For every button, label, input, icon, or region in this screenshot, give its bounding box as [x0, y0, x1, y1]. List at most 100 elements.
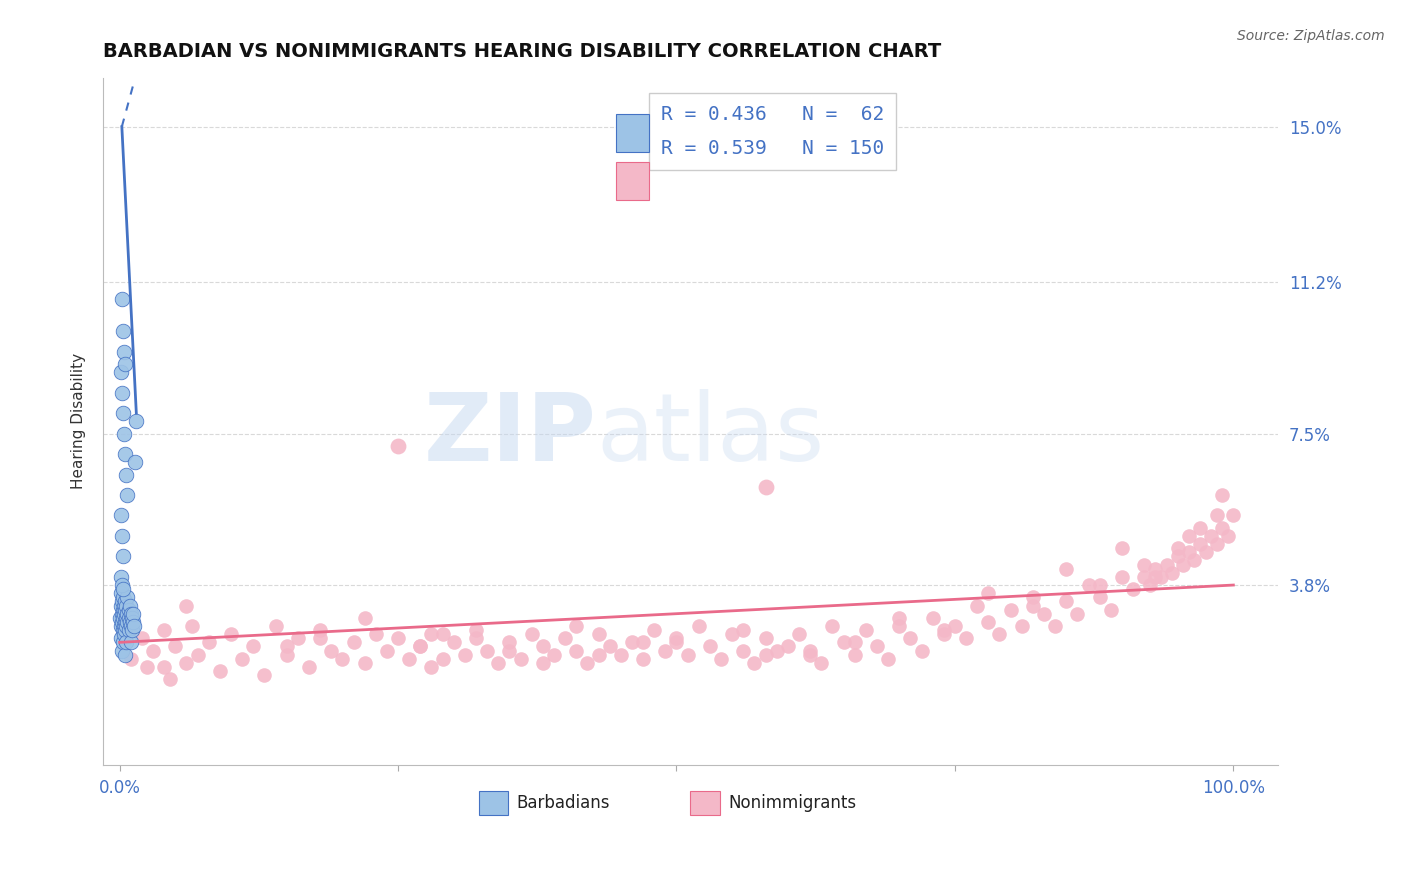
- Point: [110, 508, 132, 523]
- Point: [112, 344, 135, 359]
- Point: [755, 480, 778, 494]
- Point: [810, 656, 832, 670]
- Point: [122, 619, 145, 633]
- Point: [110, 570, 132, 584]
- Point: [111, 611, 134, 625]
- Point: [588, 627, 610, 641]
- Point: [124, 455, 146, 469]
- Point: [108, 611, 131, 625]
- Point: [111, 594, 134, 608]
- Point: [111, 529, 134, 543]
- Point: [565, 619, 588, 633]
- Point: [176, 656, 198, 670]
- Point: [432, 651, 454, 665]
- Text: atlas: atlas: [596, 389, 825, 481]
- Point: [111, 549, 134, 564]
- Point: [531, 656, 554, 670]
- Point: [111, 615, 134, 629]
- Point: [821, 619, 844, 633]
- Point: [1144, 570, 1167, 584]
- Point: [1173, 558, 1195, 572]
- Point: [1211, 521, 1233, 535]
- Point: [1156, 558, 1178, 572]
- Point: [1111, 541, 1133, 556]
- Point: [117, 623, 139, 637]
- Point: [120, 619, 142, 633]
- Point: [115, 599, 138, 613]
- Point: [110, 599, 132, 613]
- Point: [733, 623, 755, 637]
- Point: [112, 607, 135, 621]
- Point: [877, 651, 900, 665]
- Point: [125, 414, 148, 428]
- Point: [832, 635, 855, 649]
- Point: [387, 439, 409, 453]
- Point: [110, 586, 132, 600]
- Point: [620, 635, 643, 649]
- Point: [787, 627, 810, 641]
- Point: [543, 648, 565, 662]
- Text: ZIP: ZIP: [423, 389, 596, 481]
- Point: [1178, 545, 1201, 559]
- Bar: [479, 790, 509, 814]
- Point: [114, 447, 136, 461]
- Point: [131, 632, 153, 646]
- Point: [1122, 582, 1144, 596]
- Point: [486, 656, 509, 670]
- Point: [111, 635, 134, 649]
- Point: [110, 365, 132, 379]
- Point: [1205, 508, 1227, 523]
- Bar: [616, 114, 650, 152]
- Point: [117, 602, 139, 616]
- Point: [112, 599, 135, 613]
- Point: [475, 643, 498, 657]
- Point: [111, 582, 134, 596]
- Point: [900, 632, 922, 646]
- Point: [353, 611, 375, 625]
- Point: [665, 632, 688, 646]
- Point: [142, 643, 165, 657]
- Point: [111, 292, 134, 306]
- Point: [1194, 545, 1216, 559]
- Point: [710, 651, 733, 665]
- Point: [1205, 537, 1227, 551]
- Point: [110, 619, 132, 633]
- Point: [122, 607, 145, 621]
- Point: [187, 648, 209, 662]
- Point: [1182, 553, 1205, 567]
- Point: [610, 648, 633, 662]
- Point: [1133, 558, 1156, 572]
- Point: [631, 651, 654, 665]
- Point: [1054, 594, 1077, 608]
- Point: [111, 385, 134, 400]
- Point: [599, 640, 621, 654]
- Point: [465, 623, 488, 637]
- Point: [114, 357, 136, 371]
- Point: [1167, 541, 1189, 556]
- Point: [387, 632, 409, 646]
- Point: [332, 651, 354, 665]
- Point: [744, 656, 766, 670]
- Point: [1216, 529, 1239, 543]
- Point: [755, 632, 778, 646]
- Point: [844, 648, 866, 662]
- Point: [977, 586, 1000, 600]
- Point: [588, 648, 610, 662]
- Point: [242, 640, 264, 654]
- Point: [197, 635, 219, 649]
- Point: [111, 406, 134, 420]
- Point: [1011, 619, 1033, 633]
- Point: [1161, 566, 1184, 580]
- Point: [1167, 549, 1189, 564]
- Point: [153, 660, 176, 674]
- Point: [118, 599, 141, 613]
- Point: [165, 640, 187, 654]
- Point: [309, 632, 332, 646]
- Point: [342, 635, 364, 649]
- Point: [1139, 578, 1161, 592]
- Point: [966, 599, 988, 613]
- Point: [276, 648, 298, 662]
- Point: [1033, 607, 1056, 621]
- Point: [111, 324, 134, 338]
- Point: [554, 632, 576, 646]
